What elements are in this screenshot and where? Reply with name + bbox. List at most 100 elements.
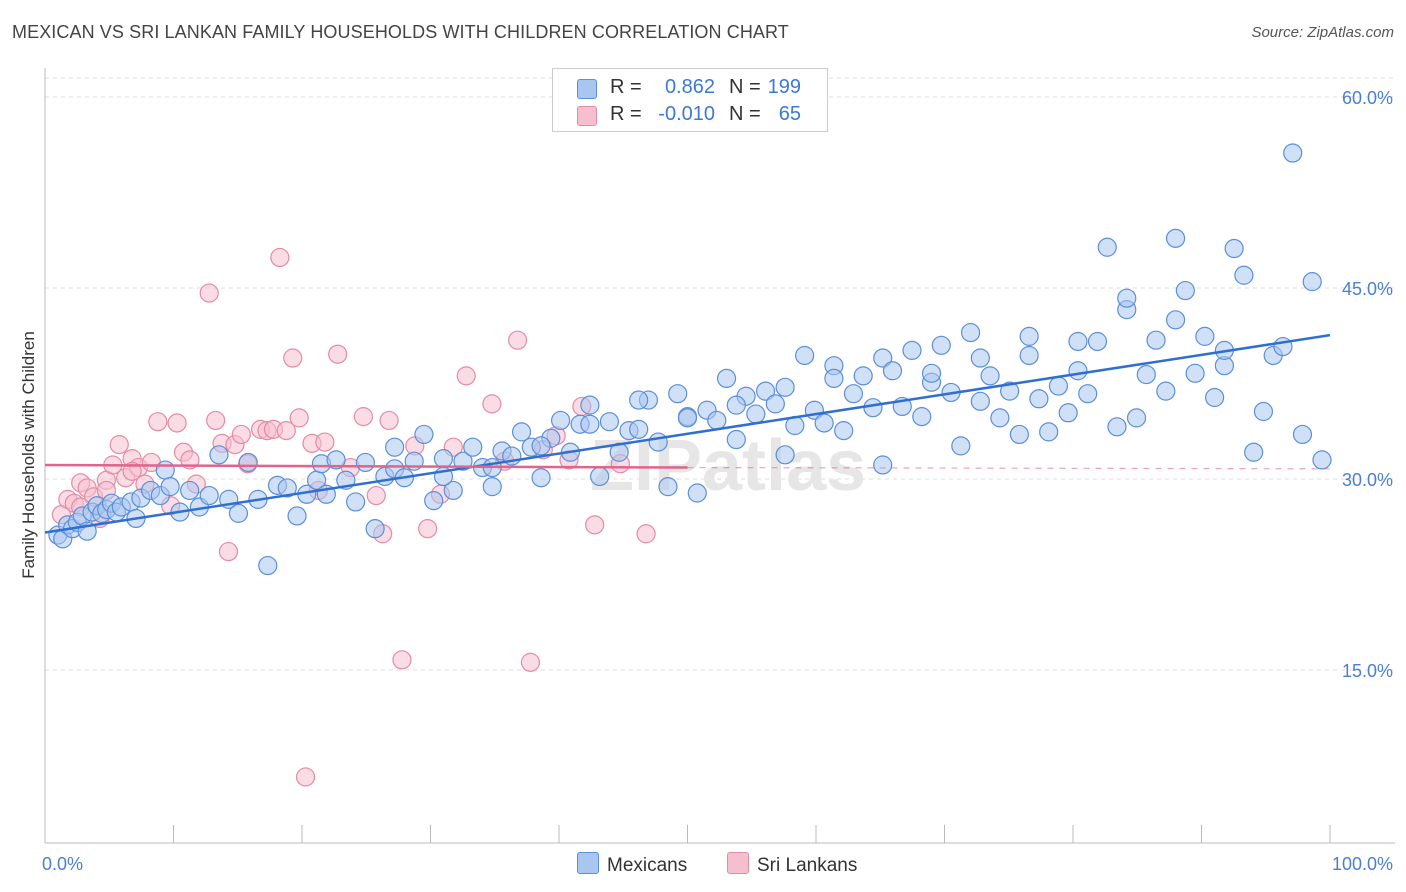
mexican-point [707, 410, 727, 431]
mexican-point [902, 340, 922, 360]
mexican-point [677, 408, 698, 428]
source-label: Source: ZipAtlas.com [1251, 24, 1394, 41]
mexican-point [160, 477, 180, 497]
mexicans-trend-line [44, 333, 1331, 534]
mexican-point [1019, 345, 1039, 366]
srilankan-point [585, 515, 605, 535]
mexican-point [463, 437, 483, 457]
srilankan-point [328, 344, 348, 364]
mexican-point [912, 407, 932, 427]
mexicans-legend-label: Mexicans [607, 855, 688, 876]
mexican-point [765, 394, 785, 414]
mexican-point [814, 413, 834, 433]
x-tick-label: 100.0% [1332, 854, 1393, 874]
srilankan-point [315, 432, 335, 452]
mexican-point [1078, 384, 1098, 404]
srilankan-point [379, 410, 399, 431]
y-tick-label: 30.0% [1342, 470, 1393, 490]
x-tick-label: 0.0% [42, 854, 83, 874]
y-tick-label: 45.0% [1342, 279, 1393, 299]
srilankans-legend-swatch [727, 852, 749, 874]
mexican-point [1175, 280, 1195, 301]
mexican-point [970, 391, 990, 411]
mexican-point [873, 455, 893, 475]
bottom-legend-mexicans: Mexicans [577, 852, 687, 877]
mexican-point [414, 424, 434, 445]
mexican-point [960, 322, 981, 343]
mexican-point [795, 345, 815, 366]
srilankan-point [283, 348, 303, 368]
srilankans-legend-label: Sri Lankans [757, 855, 858, 876]
mexican-point [433, 449, 454, 469]
mexican-point [755, 381, 776, 401]
mexican-point [824, 368, 844, 389]
mexican-point [1136, 364, 1156, 385]
srilankan-point [206, 410, 226, 431]
mexican-point [326, 450, 346, 470]
bottom-legend-srilankans: Sri Lankans [727, 852, 857, 877]
mexican-point [385, 437, 405, 457]
mexican-point [687, 483, 707, 503]
mexicans-swatch [577, 79, 597, 99]
mexican-point [155, 460, 175, 480]
srilankan-point [218, 541, 239, 562]
mexican-point [180, 480, 200, 501]
mexican-point [1068, 331, 1088, 352]
trend-lines [44, 333, 1331, 534]
mexican-point [355, 452, 375, 473]
srilankan-point [122, 461, 142, 481]
mexican-point [346, 492, 366, 512]
legend-row-mexicans: R = 0.862 N = 199 [553, 75, 827, 101]
mexican-point [599, 412, 620, 432]
srilankan-point [456, 366, 476, 386]
mexican-point [1058, 403, 1078, 423]
mexican-point [668, 384, 688, 404]
srilankan-point [167, 413, 187, 433]
mexican-point [1283, 143, 1303, 163]
mexican-point [1039, 422, 1059, 442]
mexican-point [853, 366, 873, 386]
mexican-point [511, 422, 532, 442]
mexican-point [1165, 228, 1186, 248]
mexicans-points [48, 143, 1332, 576]
srilankan-point [392, 650, 412, 670]
mexican-point [1029, 389, 1049, 409]
mexican-point [951, 436, 971, 456]
srilankan-point [295, 767, 316, 787]
srilankan-point [199, 283, 219, 303]
mexican-point [1292, 424, 1313, 445]
mexican-point [209, 445, 229, 465]
mexican-point [1195, 326, 1215, 346]
srilankan-point [148, 412, 168, 432]
srilankan-point [270, 247, 290, 268]
mexican-point [882, 361, 903, 381]
srilankan-point [366, 485, 386, 506]
srilankans-swatch [577, 106, 597, 126]
srilankan-point [353, 407, 373, 427]
legend-row-srilankans: R = -0.010 N = 65 [553, 102, 827, 128]
mexican-point [1009, 424, 1029, 445]
mexican-point [1253, 401, 1274, 422]
mexican-point [629, 419, 649, 439]
srilankan-point [482, 394, 502, 414]
mexican-point [834, 421, 854, 441]
mexican-point [365, 519, 385, 539]
mexican-point [775, 445, 795, 465]
mexican-point [1068, 361, 1088, 381]
mexican-point [238, 452, 258, 473]
mexican-point [287, 506, 307, 526]
mexican-point [277, 478, 297, 498]
legend-r-label: R = [610, 103, 642, 125]
srilankans-trend-line [44, 463, 688, 469]
mexican-point [1234, 265, 1254, 285]
mexican-point [199, 485, 219, 506]
mexicans-legend-swatch [577, 852, 599, 874]
srilankan-point [520, 652, 541, 672]
mexican-point [873, 348, 893, 368]
mexican-point [980, 366, 1000, 386]
mexican-point [550, 410, 571, 431]
mexican-point [1302, 272, 1322, 292]
mexican-point [970, 348, 990, 368]
mexican-point [775, 377, 795, 397]
mexican-point [1156, 381, 1176, 401]
